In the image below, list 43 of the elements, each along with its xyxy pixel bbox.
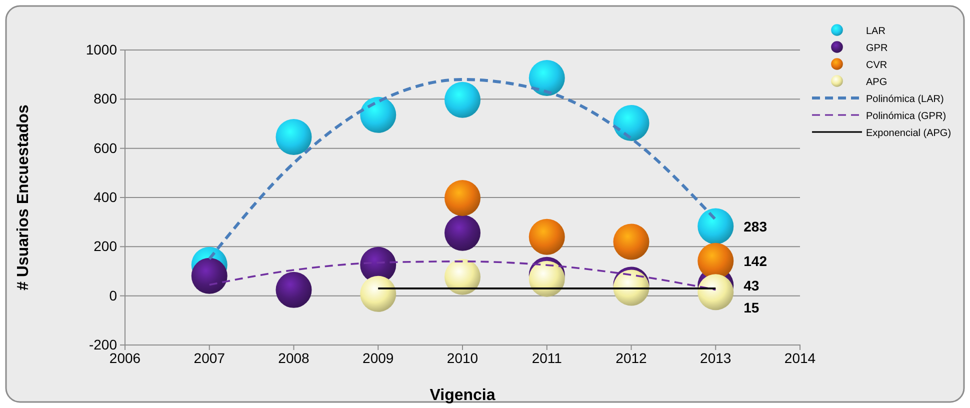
x-tick-label: 2010 bbox=[446, 350, 478, 366]
y-tick-label: 0 bbox=[109, 287, 118, 304]
legend-label: APG bbox=[866, 77, 888, 88]
data-label: 283 bbox=[744, 218, 768, 234]
point bbox=[276, 119, 312, 155]
legend-label: GPR bbox=[866, 43, 888, 54]
point bbox=[613, 224, 650, 260]
x-tick-label: 2009 bbox=[362, 350, 394, 366]
x-tick-label: 2006 bbox=[109, 350, 141, 366]
point bbox=[360, 96, 396, 133]
y-tick-label: 600 bbox=[94, 140, 118, 156]
y-tick-label: -200 bbox=[88, 336, 118, 352]
point bbox=[528, 218, 565, 255]
data-label: 142 bbox=[744, 252, 768, 269]
legend-label: CVR bbox=[866, 60, 888, 71]
point bbox=[444, 214, 480, 251]
x-tick-label: 2007 bbox=[194, 350, 226, 366]
point bbox=[360, 276, 396, 312]
legend-label: Polinómica (GPR) bbox=[866, 111, 946, 122]
point bbox=[444, 180, 480, 216]
point bbox=[698, 208, 734, 244]
y-tick-label: 400 bbox=[94, 188, 118, 205]
x-tick-label: 2014 bbox=[784, 350, 816, 366]
y-tick-label: 200 bbox=[94, 238, 118, 254]
y-tick-label: 1000 bbox=[86, 41, 118, 58]
point bbox=[276, 272, 312, 308]
x-tick-label: 2008 bbox=[278, 350, 310, 366]
y-axis-title: # Usuarios Encuestados bbox=[15, 104, 32, 290]
legend-label: LAR bbox=[866, 26, 886, 37]
x-tick-label: 2012 bbox=[616, 350, 648, 366]
point bbox=[528, 60, 565, 96]
x-tick-label: 2013 bbox=[700, 350, 732, 366]
point bbox=[613, 105, 650, 141]
y-tick-label: 800 bbox=[94, 90, 118, 107]
legend-label: Polinómica (LAR) bbox=[866, 94, 944, 105]
x-tick-label: 2011 bbox=[532, 350, 562, 366]
x-axis-title: Vigencia bbox=[430, 387, 496, 404]
data-label: 15 bbox=[744, 299, 760, 316]
point bbox=[191, 258, 228, 294]
data-label: 43 bbox=[744, 277, 760, 294]
point bbox=[444, 82, 480, 118]
legend-label: Exponencial (APG) bbox=[866, 128, 952, 139]
point bbox=[444, 258, 480, 295]
